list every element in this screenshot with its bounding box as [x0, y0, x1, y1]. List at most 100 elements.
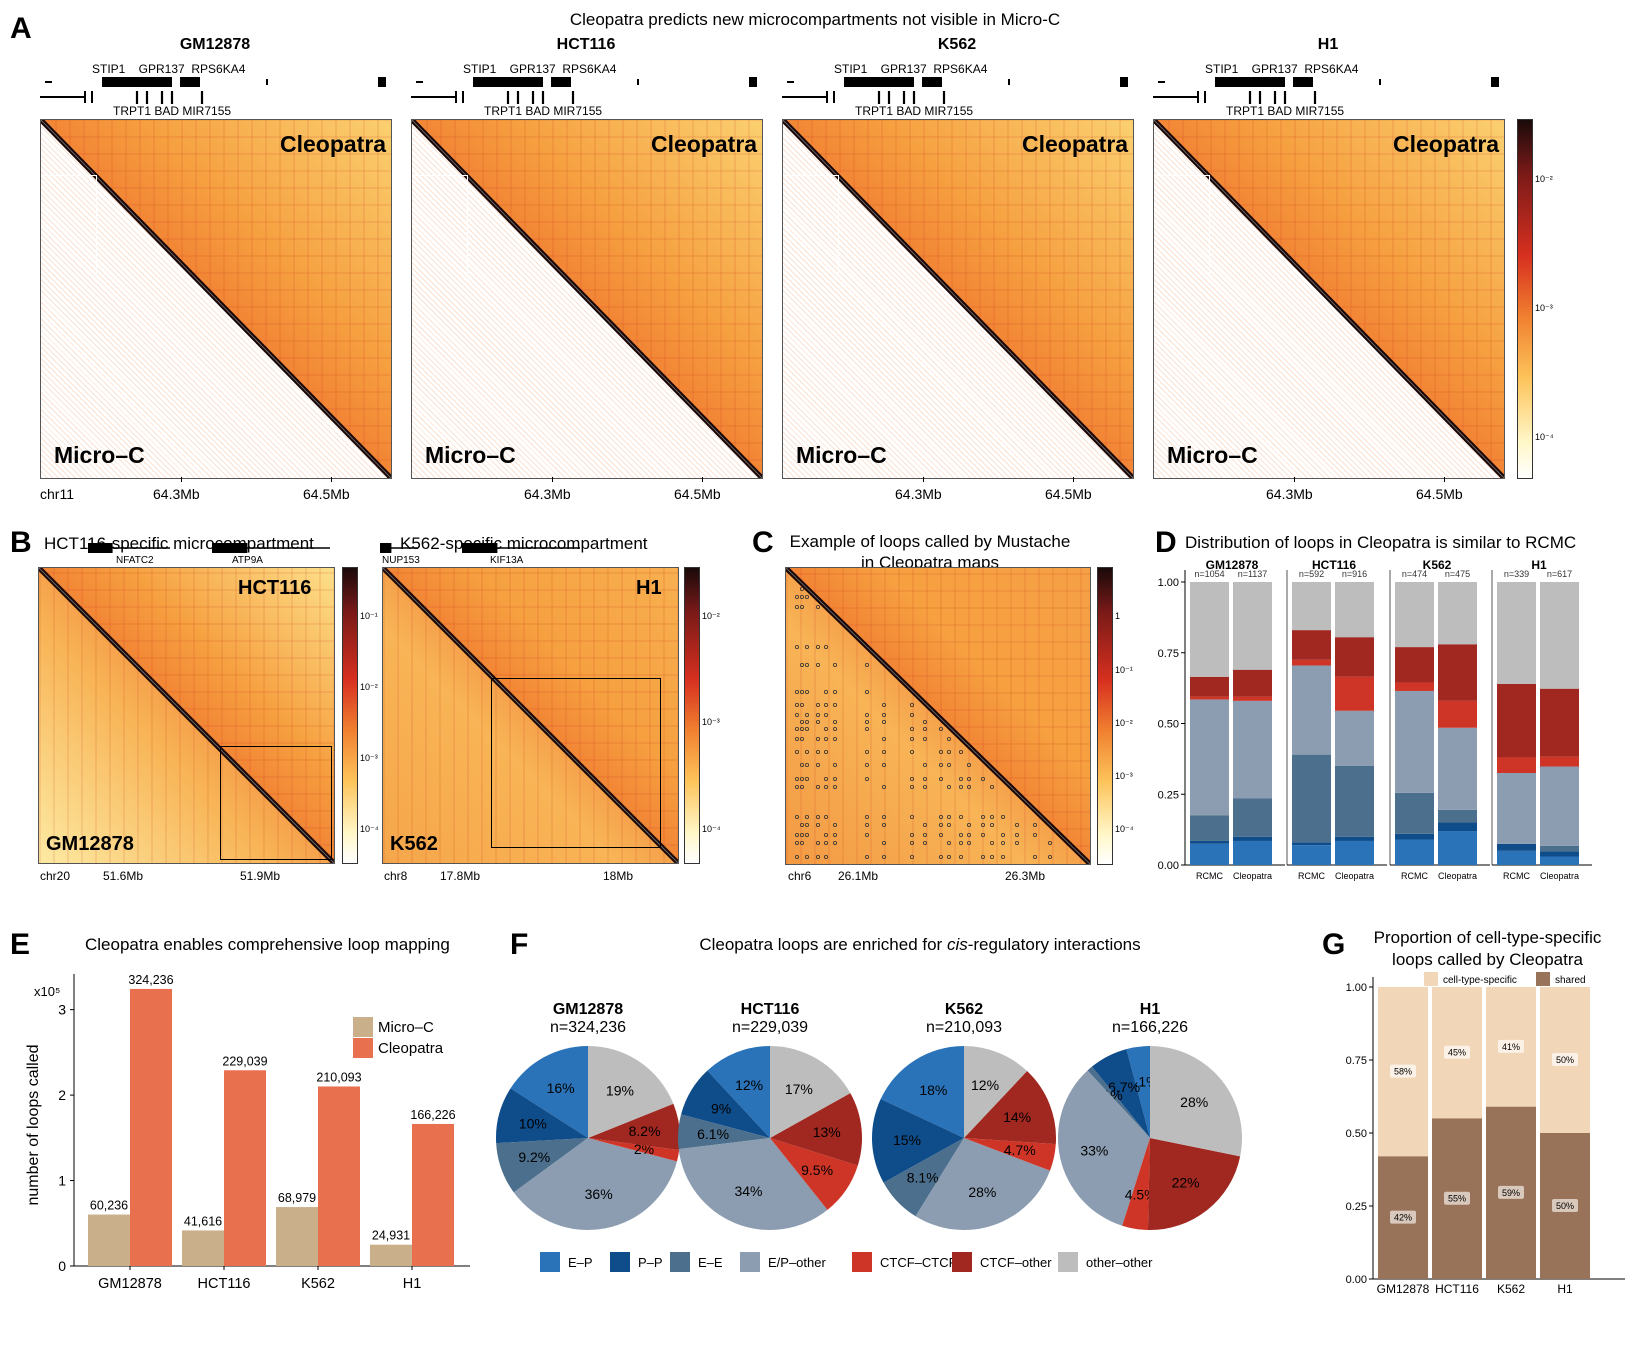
legend-swatch — [952, 1252, 972, 1272]
loop-marker — [804, 663, 809, 668]
loop-marker — [980, 814, 985, 819]
loop-marker — [799, 605, 804, 610]
pie-slice-ctcf-other — [588, 1103, 680, 1151]
x-tick-label: RCMC — [1401, 871, 1428, 881]
loop-marker — [946, 814, 951, 819]
bar-segment-e-e — [1190, 815, 1229, 841]
pie-slice-other-other — [588, 1046, 674, 1138]
pie-slice-e-e — [496, 1138, 588, 1193]
legend-label: E–P — [568, 1255, 593, 1270]
loop-marker — [946, 784, 951, 789]
loop-marker — [865, 712, 870, 717]
panel-g-title-2: loops called by Cleopatra — [1392, 950, 1583, 969]
loop-marker — [865, 690, 870, 695]
loop-marker — [824, 832, 829, 837]
legend-swatch — [540, 1252, 560, 1272]
x-tick-label: 64.3Mb — [524, 486, 571, 502]
legend-swatch — [1424, 972, 1438, 986]
x-tick-label: Cleopatra — [1438, 871, 1477, 881]
pie-slice-e-p-other — [513, 1138, 677, 1230]
panel-g-title-1: Proportion of cell-type-specific — [1373, 928, 1602, 947]
loop-marker — [815, 749, 820, 754]
loop-marker — [804, 776, 809, 781]
loop-marker — [815, 719, 820, 724]
loop-marker — [946, 762, 951, 767]
heatmap-b-left — [38, 567, 335, 864]
loop-marker — [938, 854, 943, 859]
loop-marker — [989, 840, 994, 845]
loop-marker — [882, 736, 887, 741]
panel-e-title: Cleopatra enables comprehensive loop map… — [85, 935, 450, 954]
x-tick-label: 64.3Mb — [1266, 486, 1313, 502]
pie-slice-e-e — [678, 1114, 770, 1150]
pie-slice-e-p — [707, 1046, 770, 1138]
bar-cleopatra — [318, 1086, 360, 1266]
loop-marker — [815, 814, 820, 819]
highlight-box — [784, 175, 839, 276]
x-tick-label: 51.6Mb — [103, 869, 144, 883]
pie-label: 4.5% — [1125, 1186, 1157, 1202]
colorbar-a-tick: 10⁻⁴ — [1535, 431, 1554, 442]
loop-marker — [922, 776, 927, 781]
heatmap-b-right-diagonal — [383, 568, 678, 863]
heatmap-a-k562 — [782, 119, 1134, 479]
loop-marker — [794, 736, 799, 741]
bar-segment-ctcf-ctcf — [1190, 696, 1229, 700]
loop-marker — [980, 832, 985, 837]
y-tick-label: 0.50 — [1346, 1128, 1367, 1140]
loop-marker — [865, 749, 870, 754]
panel-f-title: Cleopatra loops are enriched for cis-reg… — [580, 935, 1260, 955]
map-label-microc: Micro–C — [425, 442, 516, 468]
pie-n: n=324,236 — [550, 1019, 626, 1036]
pie-slice-ctcf-ctcf — [964, 1138, 1056, 1171]
bar-segment-ctcf-ctcf — [1233, 696, 1272, 701]
pie-label: 12% — [971, 1077, 999, 1093]
legend-label: shared — [1555, 975, 1586, 986]
panel-f-chart: GM12878n=324,23616%10%9.2%36%2%8.2%19%HC… — [496, 1001, 1242, 1272]
bar-value-label: 41,616 — [184, 1214, 222, 1228]
y-tick-label: 1.00 — [1346, 982, 1367, 994]
x-tick-label: 51.9Mb — [240, 869, 281, 883]
n-label: n=592 — [1299, 569, 1324, 579]
pie-slice-e-p — [1126, 1046, 1150, 1138]
loop-marker — [815, 822, 820, 827]
bar-microc — [276, 1207, 318, 1266]
bar-segment-e-p-other — [1335, 710, 1374, 766]
panel-f-title-em: cis — [946, 935, 968, 954]
loop-marker — [882, 814, 887, 819]
pie-label: 6.7% — [1108, 1079, 1140, 1095]
bar-cleopatra — [224, 1070, 266, 1266]
loop-marker — [815, 762, 820, 767]
bar-label-bg — [1444, 1191, 1470, 1205]
chrom-label: chr6 — [788, 869, 812, 883]
n-label: n=339 — [1504, 569, 1529, 579]
loop-marker — [824, 726, 829, 731]
panel-d-title: Distribution of loops in Cleopatra is si… — [1185, 533, 1577, 552]
loop-marker — [1000, 854, 1005, 859]
pie-n: n=210,093 — [926, 1019, 1002, 1036]
colorbar-c — [1097, 567, 1113, 865]
bar-value-label: 58% — [1394, 1067, 1412, 1077]
bar-segment-p-p — [1395, 833, 1434, 840]
map-label-cleopatra: Cleopatra — [1393, 131, 1500, 157]
y-tick-label: 0.25 — [1158, 789, 1179, 801]
facet-title: K562 — [1423, 558, 1452, 572]
n-label: n=1137 — [1238, 569, 1268, 579]
loop-marker — [958, 784, 963, 789]
loop-marker — [938, 822, 943, 827]
pie-slice-ctcf-ctcf — [1122, 1138, 1150, 1230]
loop-marker — [833, 690, 838, 695]
loop-marker — [882, 854, 887, 859]
loop-marker — [966, 840, 971, 845]
bar-segment-ctcf-ctcf — [1395, 682, 1434, 691]
bar-cleopatra — [130, 988, 172, 1266]
cell-title-h1: H1 — [1317, 36, 1339, 53]
y-axis-title: number of loops called — [25, 1045, 42, 1206]
heatmap-b-left-diagonal — [39, 568, 334, 863]
loop-marker — [1014, 832, 1019, 837]
loop-marker — [804, 719, 809, 724]
loop-marker — [958, 854, 963, 859]
colorbar-a-tick: 10⁻³ — [1535, 302, 1553, 313]
y-scale-label: x10⁵ — [34, 984, 60, 999]
colorbar-c-tick: 1 — [1115, 611, 1121, 622]
